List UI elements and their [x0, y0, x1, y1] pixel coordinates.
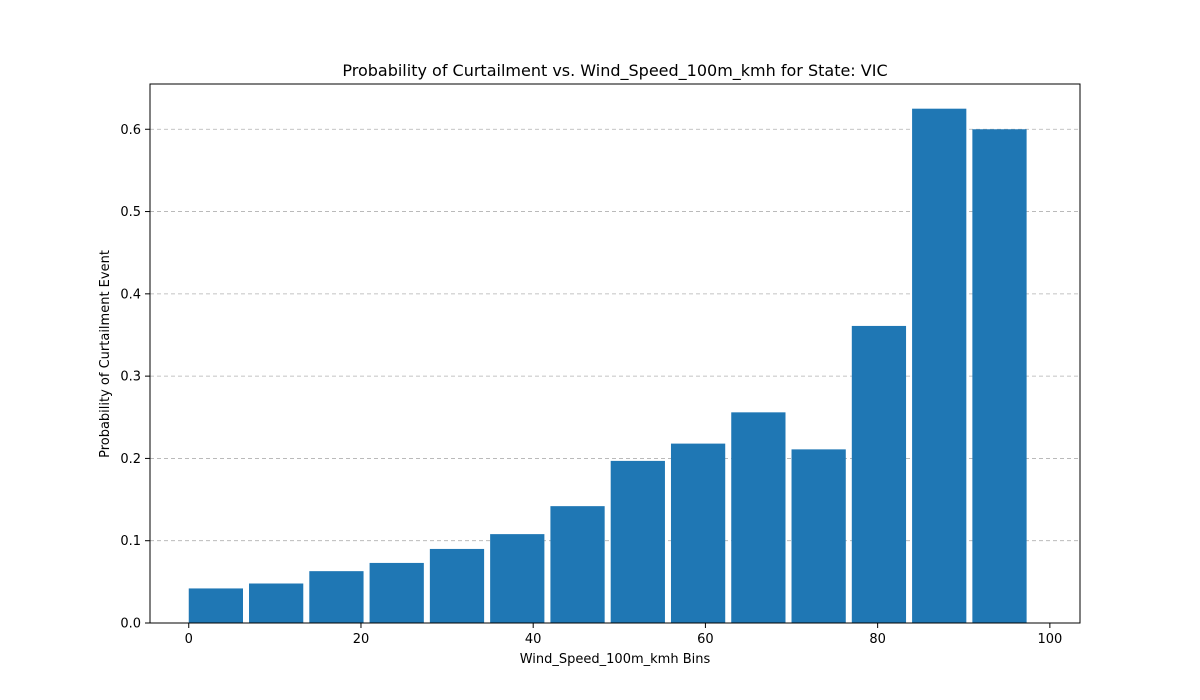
bar-11 — [851, 325, 907, 623]
bar-6 — [550, 506, 605, 623]
x-tick-label: 100 — [1037, 632, 1062, 647]
y-tick-label: 0.3 — [120, 370, 141, 385]
bar-0 — [188, 588, 243, 623]
y-tick-label: 0.4 — [120, 287, 141, 302]
x-axis-ticks: 0 20 40 60 80 100 — [185, 623, 1062, 647]
bar-5 — [490, 534, 545, 623]
x-tick-label: 80 — [869, 632, 886, 647]
bar-4 — [429, 548, 485, 623]
bars — [188, 108, 1027, 624]
x-axis-label: Wind_Speed_100m_kmh Bins — [520, 652, 711, 667]
bar-7 — [610, 460, 665, 623]
y-tick-label: 0.5 — [120, 205, 141, 220]
bar-2 — [309, 571, 364, 623]
bar-13 — [972, 129, 1027, 624]
y-tick-label: 0.6 — [120, 123, 141, 138]
y-tick-label: 0.2 — [120, 452, 141, 467]
x-tick-label: 40 — [525, 632, 542, 647]
bar-12 — [912, 108, 967, 624]
bar-9 — [731, 412, 786, 623]
plot-frame — [149, 83, 1081, 624]
bar-8 — [670, 443, 726, 623]
x-tick-label: 60 — [697, 632, 714, 647]
chart-title: Probability of Curtailment vs. Wind_Spee… — [342, 61, 887, 81]
bar-10 — [791, 449, 846, 623]
bar-1 — [249, 583, 304, 623]
x-tick-label: 0 — [185, 632, 193, 647]
y-axis-label: Probability of Curtailment Event — [98, 250, 113, 458]
y-axis-ticks: 0.0 0.1 0.2 0.3 0.4 0.5 0.6 — [120, 123, 150, 632]
bar-3 — [369, 562, 424, 623]
x-tick-label: 20 — [353, 632, 370, 647]
y-tick-label: 0.0 — [120, 617, 141, 632]
y-tick-label: 0.1 — [120, 534, 141, 549]
